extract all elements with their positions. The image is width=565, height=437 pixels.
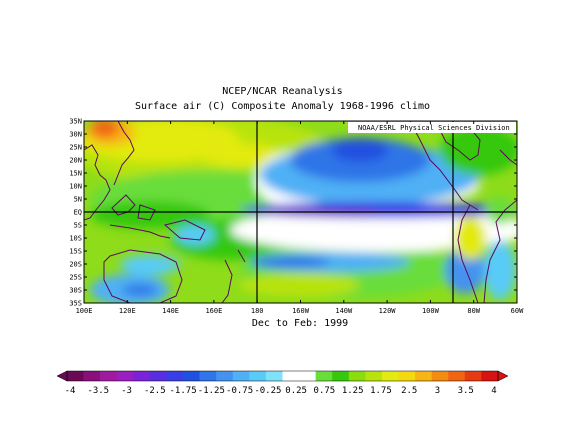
colorbar-swatch [365, 371, 383, 381]
lon-tick-label: 100W [422, 307, 440, 315]
coastlines [84, 121, 517, 303]
colorbar-label: 1.75 [370, 386, 392, 396]
colorbar-swatch [332, 371, 350, 381]
lon-tick-label: 100E [76, 307, 93, 315]
anomaly-field [84, 121, 517, 303]
colorbar-swatch [415, 371, 432, 381]
colorbar-label: 3.5 [458, 386, 474, 396]
colorbar-swatch [249, 371, 267, 381]
colorbar-swatch [398, 371, 416, 381]
colorbar-swatch [232, 371, 250, 381]
lon-tick-label: 120E [119, 307, 136, 315]
lon-tick-label: 80W [467, 307, 480, 315]
lat-tick-label: 10S [69, 235, 82, 243]
colorbar-swatch [431, 371, 449, 381]
colorbar-label: -2.5 [144, 386, 166, 396]
colorbar-label: -3 [121, 386, 132, 396]
colorbar-swatch [183, 371, 200, 381]
colorbar-label: -0.25 [254, 386, 281, 396]
lat-tick-label: 25S [69, 274, 82, 282]
lat-tick-label: 10N [69, 183, 82, 191]
colorbar-min-cap [56, 370, 68, 382]
colorbar-label: -3.5 [87, 386, 109, 396]
colorbar-swatch [149, 371, 167, 381]
lat-tick-label: 35S [69, 300, 82, 308]
lon-tick-label: 60W [511, 307, 524, 315]
lon-tick-label: 140E [162, 307, 179, 315]
colorbar-swatch [481, 371, 499, 381]
colorbar-label: 0.25 [285, 386, 307, 396]
colorbar-swatch [83, 371, 101, 381]
colorbar-swatch [348, 371, 366, 381]
lat-tick-label: EQ [74, 209, 82, 217]
colorbar-swatch [100, 371, 118, 381]
credit-box [348, 122, 516, 133]
lat-tick-label: 15S [69, 248, 82, 256]
colorbar-swatch [216, 371, 234, 381]
colorbar-swatch [448, 371, 466, 381]
latitude-axis: 35N 30N 25N 20N 15N 10N 5N EQ 5S 10S 15S 20S 25S 30S 3… [69, 118, 517, 308]
lat-tick-label: 15N [69, 170, 82, 178]
chart-subtitle: Surface air (C) Composite Anomaly 1968-1… [134, 101, 430, 112]
colorbar-label: -1.75 [170, 386, 197, 396]
colorbar-label: -1.25 [198, 386, 225, 396]
lon-tick-label: 180 [251, 307, 264, 315]
lat-tick-label: 5N [74, 196, 82, 204]
lon-tick-label: 120W [379, 307, 397, 315]
lat-tick-label: 30N [69, 131, 82, 139]
colorbar-label: -4 [65, 386, 76, 396]
colorbar-swatch [199, 371, 217, 381]
colorbar-swatch [265, 371, 283, 381]
lon-tick-label: 140W [335, 307, 353, 315]
colorbar-label: -0.75 [226, 386, 253, 396]
lat-tick-label: 25N [69, 144, 82, 152]
colorbar-swatch [299, 371, 316, 381]
colorbar-frame [66, 370, 499, 382]
lon-tick-label: 160E [205, 307, 222, 315]
colorbar-label: 2.5 [401, 386, 417, 396]
colorbar-swatch [67, 371, 84, 381]
colorbar-label: 1.25 [342, 386, 364, 396]
colorbar-swatch [282, 371, 300, 381]
colorbar-swatch [381, 371, 399, 381]
colorbar-label: 3 [435, 386, 440, 396]
lat-tick-label: 20S [69, 261, 82, 269]
colorbar-swatch [315, 371, 333, 381]
lat-tick-label: 30S [69, 287, 82, 295]
colorbar-swatch [133, 371, 151, 381]
colorbar-swatch [464, 371, 482, 381]
longitude-axis: 100E 120E 140E 160E 180 160W 140W 120W 100W 80W 60… [76, 121, 524, 315]
colorbar-swatch [166, 371, 184, 381]
period-label: Dec to Feb: 1999 [251, 318, 349, 329]
colorbar-max-cap [497, 370, 509, 382]
colorbar-label: 0.75 [314, 386, 336, 396]
lat-tick-label: 5S [74, 222, 82, 230]
colorbar-label: 4 [491, 386, 496, 396]
colorbar: -4 -3.5 -3 -2.5 -1.75 -1.25 -0.75 -0.25 0.25 0.75… [56, 370, 509, 396]
lat-tick-label: 20N [69, 157, 82, 165]
lon-tick-label: 160W [292, 307, 310, 315]
chart-title: NCEP/NCAR Reanalysis [222, 86, 343, 97]
colorbar-swatch [116, 371, 134, 381]
credit-text: NOAA/ESRL Physical Sciences Division [358, 124, 510, 132]
lat-tick-label: 35N [69, 118, 82, 126]
